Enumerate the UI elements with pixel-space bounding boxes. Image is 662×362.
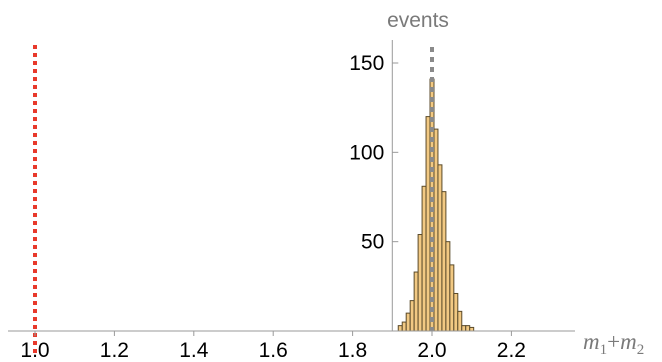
histogram-bar [401, 321, 407, 332]
histogram-bar [437, 164, 443, 332]
x-axis-title-sub1: 1 [600, 342, 608, 358]
histogram-bar [429, 78, 435, 332]
x-tick-labels: 1.0 1.2 1.4 1.6 1.8 2.0 2.2 [20, 331, 526, 362]
histogram-bar [413, 271, 419, 332]
reference-lines [33, 45, 434, 357]
histogram-bar [457, 310, 463, 332]
x-axis-title-plus: + [607, 329, 620, 354]
histogram-bar [433, 128, 439, 332]
y-tick-label: 100 [349, 141, 384, 164]
x-tick-label: 1.2 [100, 339, 129, 362]
x-tick-label: 1.4 [179, 339, 209, 362]
y-tick-label: 50 [361, 231, 384, 254]
x-tick-label: 2.2 [497, 339, 526, 362]
histogram-bar [469, 326, 475, 332]
histogram-bar [409, 300, 415, 332]
histogram-bar [397, 325, 403, 332]
histogram-bar [465, 325, 471, 332]
axes [8, 40, 575, 332]
histogram-bar [417, 234, 423, 332]
x-axis-title-m1: m [583, 329, 600, 354]
x-tick-label: 1.8 [338, 339, 367, 362]
histogram-bar [445, 241, 451, 332]
histogram-bar [405, 312, 411, 332]
histogram-bar [449, 264, 455, 332]
histogram-bar [453, 292, 459, 332]
x-tick-label: 1.6 [259, 339, 288, 362]
histogram-bar [421, 185, 427, 332]
histogram-bar [441, 191, 447, 332]
x-axis-title-sub2: 2 [637, 342, 645, 358]
y-tick-labels: 50 100 150 [349, 52, 399, 254]
y-tick-label: 150 [349, 52, 384, 75]
y-axis-title: events [387, 9, 449, 32]
x-tick-label: 1.0 [20, 339, 49, 362]
x-axis-title: m1+m2 [583, 329, 644, 358]
histogram-bar [425, 116, 431, 332]
x-tick-label: 2.0 [417, 339, 446, 362]
histogram-bar [461, 325, 467, 332]
histogram-bars [397, 78, 475, 332]
x-axis-title-m2: m [620, 329, 637, 354]
